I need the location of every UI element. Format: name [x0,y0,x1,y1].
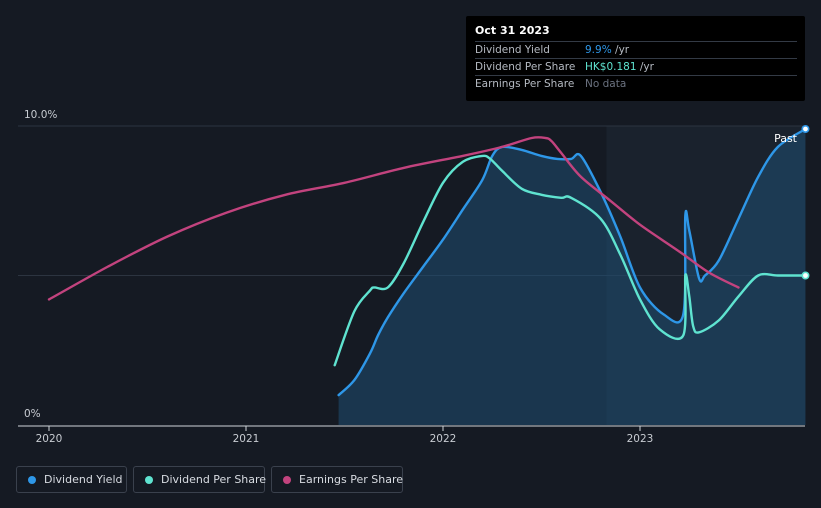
tooltip-label: Dividend Yield [475,44,550,56]
gridlines [18,125,805,276]
tooltip-value: No data [585,78,627,90]
legend-dot-icon [145,476,153,484]
chart-canvas: 2020 2021 2022 2023 10.0% 0% Past [18,109,810,445]
x-tick-label: 2022 [430,433,457,445]
tooltip-unit: /yr [636,61,654,73]
legend-label: Dividend Yield [44,473,123,486]
x-tick-label: 2023 [627,433,654,445]
tooltip-row-earnings-per-share: Earnings Per Share No data [475,75,797,93]
x-tick-label: 2020 [36,433,63,445]
legend-dividend-yield[interactable]: Dividend Yield [16,466,127,493]
past-label: Past [774,132,798,145]
tooltip-date: Oct 31 2023 [475,24,550,37]
y-tick-label: 10.0% [24,109,57,121]
y-tick-label: 0% [24,408,41,420]
legend-dividend-per-share[interactable]: Dividend Per Share [133,466,267,493]
tooltip-label: Earnings Per Share [475,78,575,90]
tooltip-unit: /yr [611,44,630,56]
x-axis: 2020 2021 2022 2023 [18,425,805,445]
tooltip-label: Dividend Per Share [475,61,576,73]
tooltip-value: HK$0.181 [585,61,637,73]
series-area [338,129,806,425]
legend-earnings-per-share[interactable]: Earnings Per Share [271,466,403,493]
legend-label: Earnings Per Share [299,473,404,486]
tooltip-row-dividend-yield: Dividend Yield 9.9% /yr [475,41,797,59]
series-line [47,136,740,301]
tooltip-value: 9.9% [585,44,612,56]
legend-dot-icon [28,476,36,484]
series-line [337,127,807,397]
legend-label: Dividend Per Share [161,473,267,486]
x-tick-label: 2021 [233,433,260,445]
y-axis-labels: 10.0% 0% [24,109,57,420]
legend-dot-icon [283,476,291,484]
tooltip: Oct 31 2023 Dividend Yield 9.9% /yr Divi… [466,16,805,101]
series-endpoint-marker [801,271,810,280]
series-endpoint-marker [801,124,810,133]
series-line [333,154,807,367]
series-lines [47,124,810,397]
tooltip-row-dividend-per-share: Dividend Per Share HK$0.181 /yr [475,58,797,76]
series-areas [338,129,806,425]
